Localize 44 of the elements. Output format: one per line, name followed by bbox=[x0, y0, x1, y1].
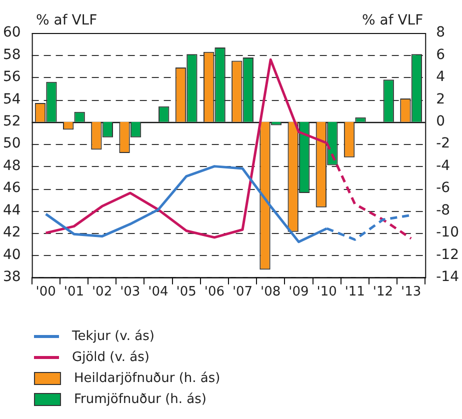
x-tick-label: '01 bbox=[64, 284, 84, 300]
y-tick-label: 50 bbox=[2, 136, 21, 152]
x-tick-label: '07 bbox=[232, 284, 253, 300]
x-tick-label: '00 bbox=[36, 284, 56, 300]
y2-tick-label: -14 bbox=[436, 269, 460, 286]
y2-tick-label: 6 bbox=[436, 46, 446, 63]
y-tick-label: 54 bbox=[2, 91, 21, 108]
x-tick-label: '06 bbox=[204, 284, 224, 300]
y-tick-label: 60 bbox=[2, 24, 21, 41]
y-tick-label: 38 bbox=[2, 269, 21, 286]
y-tick-label: 46 bbox=[2, 180, 21, 196]
y-tick-label: 40 bbox=[2, 246, 21, 263]
y2-tick-label: -2 bbox=[436, 136, 450, 152]
x-tick-label: '04 bbox=[148, 284, 168, 300]
x-tick-label: '12 bbox=[372, 284, 394, 300]
legend-label: Heildarjöfnuður (h. ás) bbox=[74, 371, 220, 386]
y-tick-label: 58 bbox=[2, 46, 21, 63]
y2-axis-title: % af VLF bbox=[362, 12, 424, 29]
y2-tick-label: -6 bbox=[436, 180, 450, 196]
y2-tick-label: -12 bbox=[436, 246, 460, 263]
y2-tick-label: -8 bbox=[436, 202, 450, 218]
y2-tick-label: 0 bbox=[436, 114, 446, 130]
legend-label: Tekjur (v. ás) bbox=[72, 329, 154, 344]
y-axis-title: % af VLF bbox=[36, 12, 98, 29]
x-tick-label: '13 bbox=[401, 284, 422, 300]
y-tick-label: 44 bbox=[2, 202, 21, 218]
y-tick-label: 48 bbox=[2, 158, 21, 174]
legend-label: Frumjöfnuður (h. ás) bbox=[74, 392, 206, 407]
x-tick-label: '10 bbox=[316, 284, 337, 300]
x-tick-label: '09 bbox=[288, 284, 309, 300]
legend-label: Gjöld (v. ás) bbox=[72, 350, 150, 365]
y-tick-label: 52 bbox=[2, 114, 21, 130]
y-tick-label: 42 bbox=[2, 224, 21, 241]
y2-tick-label: 8 bbox=[436, 24, 446, 41]
x-tick-label: '11 bbox=[344, 284, 365, 300]
x-tick-label: '08 bbox=[260, 284, 281, 300]
x-tick-label: '03 bbox=[120, 284, 140, 300]
y2-tick-label: 4 bbox=[436, 69, 446, 86]
y2-tick-label: -4 bbox=[436, 158, 450, 174]
y2-tick-label: 2 bbox=[436, 91, 446, 108]
y2-tick-label: -10 bbox=[436, 224, 460, 241]
y-tick-label: 56 bbox=[2, 69, 21, 86]
x-tick-label: '02 bbox=[92, 284, 112, 300]
x-tick-label: '05 bbox=[176, 284, 196, 300]
